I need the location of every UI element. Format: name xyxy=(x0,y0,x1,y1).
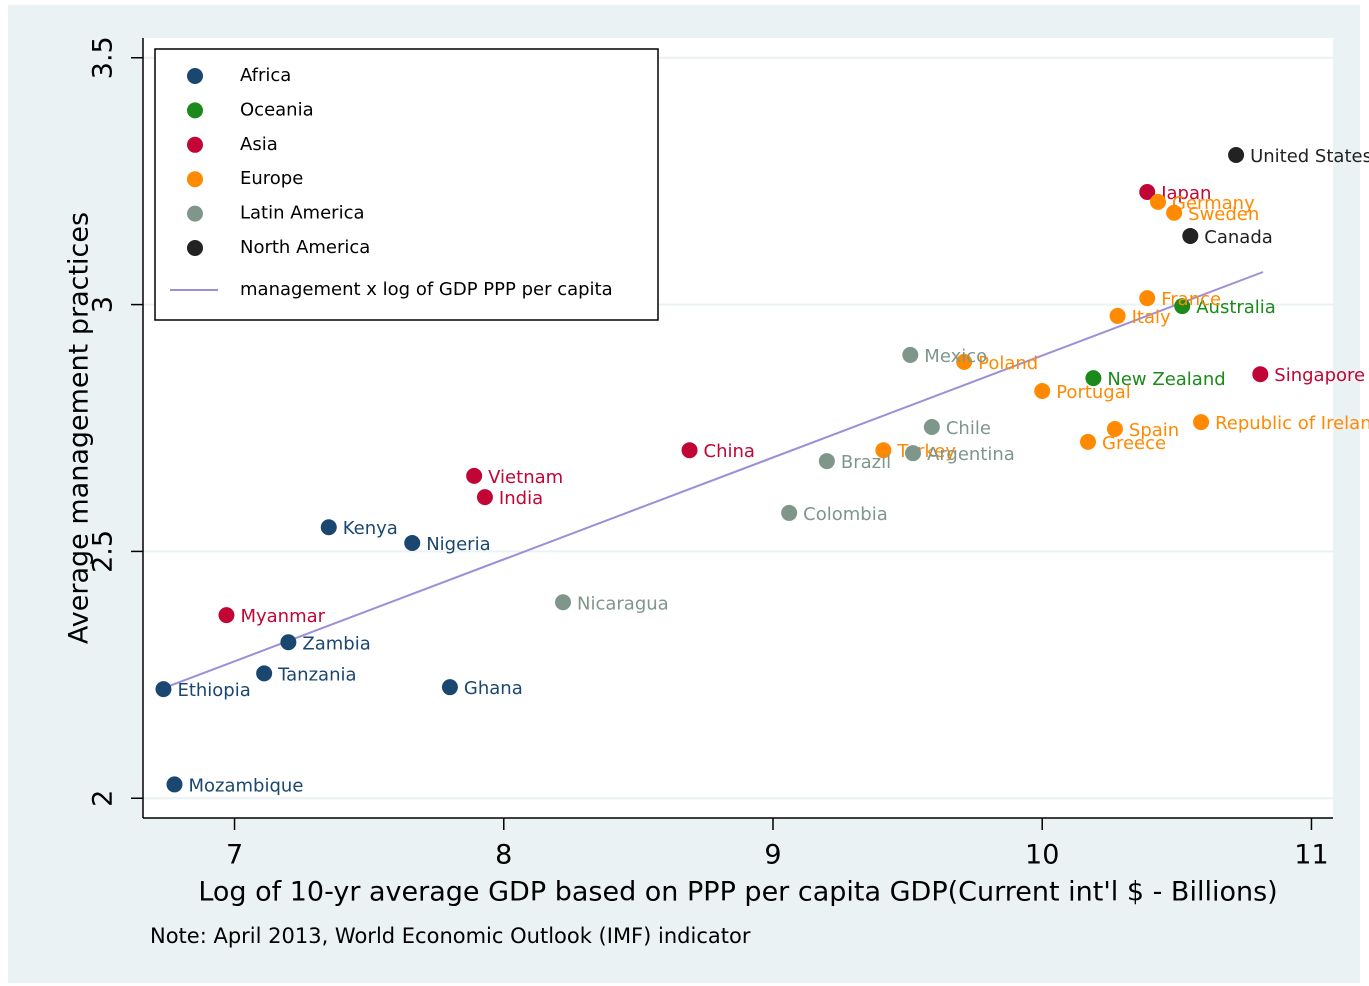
y-tick-label: 3 xyxy=(88,296,119,313)
point xyxy=(466,467,483,484)
x-axis-label: Log of 10-yr average GDP based on PPP pe… xyxy=(198,877,1277,908)
note: Note: April 2013, World Economic Outlook… xyxy=(150,924,751,948)
point xyxy=(218,607,235,624)
x-tick-label: 10 xyxy=(1025,840,1059,871)
point-label: Mozambique xyxy=(189,775,304,796)
point xyxy=(1034,382,1051,399)
legend-marker xyxy=(187,68,203,84)
point xyxy=(902,346,919,363)
point-label: Germany xyxy=(1172,193,1255,214)
point xyxy=(1182,227,1199,244)
point xyxy=(1193,414,1210,431)
point-label: India xyxy=(499,488,543,509)
legend-label: Oceania xyxy=(240,99,314,120)
legend-box xyxy=(154,48,659,321)
point-label: Spain xyxy=(1129,420,1179,441)
point xyxy=(404,535,421,552)
legend-label: Asia xyxy=(240,134,278,155)
point-label: New Zealand xyxy=(1107,369,1225,390)
point-label: Tanzania xyxy=(277,664,356,685)
point-label: Ethiopia xyxy=(177,680,250,701)
point xyxy=(555,594,571,611)
point xyxy=(1109,307,1126,324)
point xyxy=(155,681,172,698)
point xyxy=(1174,298,1191,315)
point xyxy=(476,489,493,506)
x-tick-label: 9 xyxy=(764,840,781,871)
point-label: Zambia xyxy=(302,633,370,654)
legend-marker xyxy=(187,205,203,222)
point-label: Brazil xyxy=(841,452,891,473)
point-label: Argentina xyxy=(927,444,1015,465)
point xyxy=(1228,147,1245,163)
point xyxy=(441,679,458,696)
point-label: Ghana xyxy=(464,678,523,699)
point xyxy=(956,353,973,370)
point-label: Australia xyxy=(1196,297,1276,318)
x-tick-label: 11 xyxy=(1294,840,1328,871)
y-tick-label: 2.5 xyxy=(88,530,119,573)
point xyxy=(1106,420,1123,437)
point-label: Canada xyxy=(1204,227,1273,248)
point-label: Republic of Ireland xyxy=(1215,413,1369,434)
legend-label: North America xyxy=(240,237,370,258)
point xyxy=(320,519,337,536)
point-label: Singapore xyxy=(1274,365,1365,386)
y-tick-label: 2 xyxy=(88,790,119,807)
point-label: Mexico xyxy=(924,346,987,367)
point xyxy=(818,453,835,470)
legend-marker xyxy=(187,136,203,153)
point-label: China xyxy=(704,441,755,462)
point xyxy=(923,419,940,436)
point-label: Japan xyxy=(1160,183,1211,204)
point xyxy=(1085,370,1102,387)
x-tick-label: 7 xyxy=(226,840,243,871)
point xyxy=(905,445,921,462)
point xyxy=(1166,204,1183,221)
point xyxy=(1252,366,1269,383)
point xyxy=(1150,193,1166,210)
point xyxy=(681,442,698,459)
point-label: Colombia xyxy=(803,504,888,525)
legend-marker xyxy=(187,240,203,256)
point xyxy=(1139,184,1156,201)
point xyxy=(781,504,798,521)
point-label: Nigeria xyxy=(426,534,490,555)
fit-line xyxy=(163,271,1264,690)
point-label: Sweden xyxy=(1188,204,1259,225)
point-label: Poland xyxy=(978,353,1038,374)
legend-label: Europe xyxy=(240,168,303,189)
x-tick-label: 8 xyxy=(495,840,512,871)
point xyxy=(256,665,273,682)
legend-label: Africa xyxy=(240,65,291,86)
point-label: Nicaragua xyxy=(577,593,669,614)
point xyxy=(875,442,892,459)
point-label: Portugal xyxy=(1056,382,1131,403)
point-label: United States xyxy=(1250,146,1369,167)
legend-marker xyxy=(187,171,203,188)
legend-label: Latin America xyxy=(240,203,365,224)
point xyxy=(280,634,297,651)
point-label: Italy xyxy=(1132,307,1171,328)
point-label: Kenya xyxy=(343,518,398,539)
point xyxy=(1080,433,1096,450)
point-label: Myanmar xyxy=(240,606,325,627)
y-tick-label: 3.5 xyxy=(88,36,119,79)
point-label: France xyxy=(1161,289,1221,310)
legend-label: management x log of GDP PPP per capita xyxy=(240,279,613,300)
point xyxy=(166,776,183,793)
legend-marker xyxy=(187,102,203,119)
point-label: Vietnam xyxy=(488,467,563,488)
y-axis-label: Average management practices xyxy=(64,212,95,644)
point-label: Chile xyxy=(946,418,991,439)
point-label: Greece xyxy=(1102,433,1166,454)
point xyxy=(1139,290,1156,307)
